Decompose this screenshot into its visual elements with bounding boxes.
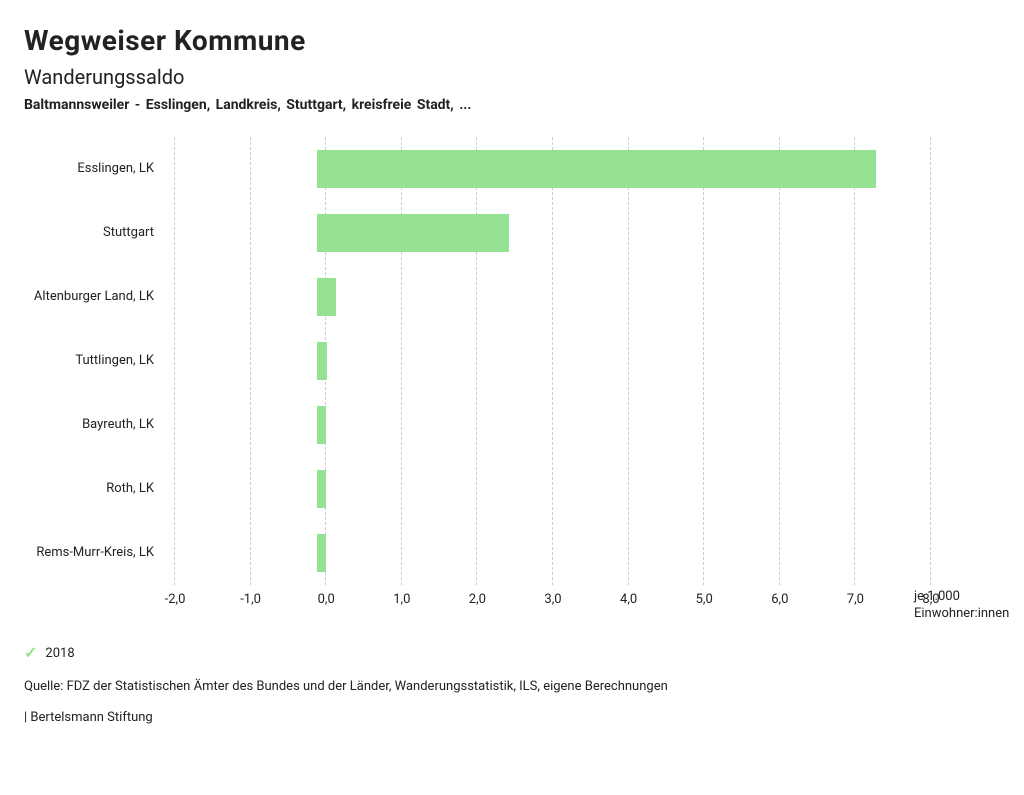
attribution-text: | Bertelsmann Stiftung — [24, 710, 1000, 725]
page-description: Baltmannsweiler - Esslingen, Landkreis, … — [24, 97, 1000, 113]
chart-area: -2,0 -1,0 0,0 1,0 2,0 3,0 4,0 5,0 6,0 7,0 8,0 Essl… — [24, 137, 1000, 625]
chart-row: Esslingen, LK — [24, 137, 930, 201]
bar-track — [164, 470, 930, 508]
chart-row: Rems-Murr-Kreis, LK — [24, 521, 930, 585]
bar — [317, 214, 509, 252]
bar-track — [164, 534, 930, 572]
check-icon: ✓ — [24, 645, 37, 661]
bar — [317, 534, 326, 572]
bar-track — [164, 342, 930, 380]
legend-item-label: 2018 — [45, 646, 74, 661]
x-tick-label: 3,0 — [544, 592, 561, 607]
gridline: 8,0 — [930, 137, 931, 585]
bar-track — [164, 214, 930, 252]
x-tick-label: 7,0 — [847, 592, 864, 607]
category-label: Tuttlingen, LK — [24, 353, 164, 369]
x-tick-label: 5,0 — [696, 592, 713, 607]
category-label: Altenburger Land, LK — [24, 289, 164, 305]
category-label: Esslingen, LK — [24, 161, 164, 177]
bar — [317, 150, 876, 188]
chart-row: Stuttgart — [24, 201, 930, 265]
category-label: Stuttgart — [24, 225, 164, 241]
category-label: Roth, LK — [24, 481, 164, 497]
x-tick-label: 6,0 — [771, 592, 788, 607]
x-tick-label: -1,0 — [240, 592, 261, 607]
page-subtitle: Wanderungssaldo — [24, 65, 1000, 89]
x-tick-label: -2,0 — [165, 592, 186, 607]
bar-track — [164, 406, 930, 444]
x-tick-label: 4,0 — [620, 592, 637, 607]
bar — [317, 342, 327, 380]
x-tick-label: 1,0 — [393, 592, 410, 607]
bar-track — [164, 150, 930, 188]
chart-row: Bayreuth, LK — [24, 393, 930, 457]
bar-track — [164, 278, 930, 316]
x-tick-label: 0,0 — [318, 592, 335, 607]
legend: ✓ 2018 — [24, 645, 1000, 661]
source-text: Quelle: FDZ der Statistischen Ämter des … — [24, 679, 1000, 694]
bar — [317, 470, 326, 508]
chart-row: Roth, LK — [24, 457, 930, 521]
category-label: Rems-Murr-Kreis, LK — [24, 545, 164, 561]
category-label: Bayreuth, LK — [24, 417, 164, 433]
chart-row: Tuttlingen, LK — [24, 329, 930, 393]
bar — [317, 406, 326, 444]
page-title: Wegweiser Kommune — [24, 24, 1000, 57]
x-axis-label: je 1.000 Einwohner:innen — [914, 589, 1004, 623]
bar — [317, 278, 336, 316]
chart-row: Altenburger Land, LK — [24, 265, 930, 329]
x-tick-label: 2,0 — [469, 592, 486, 607]
